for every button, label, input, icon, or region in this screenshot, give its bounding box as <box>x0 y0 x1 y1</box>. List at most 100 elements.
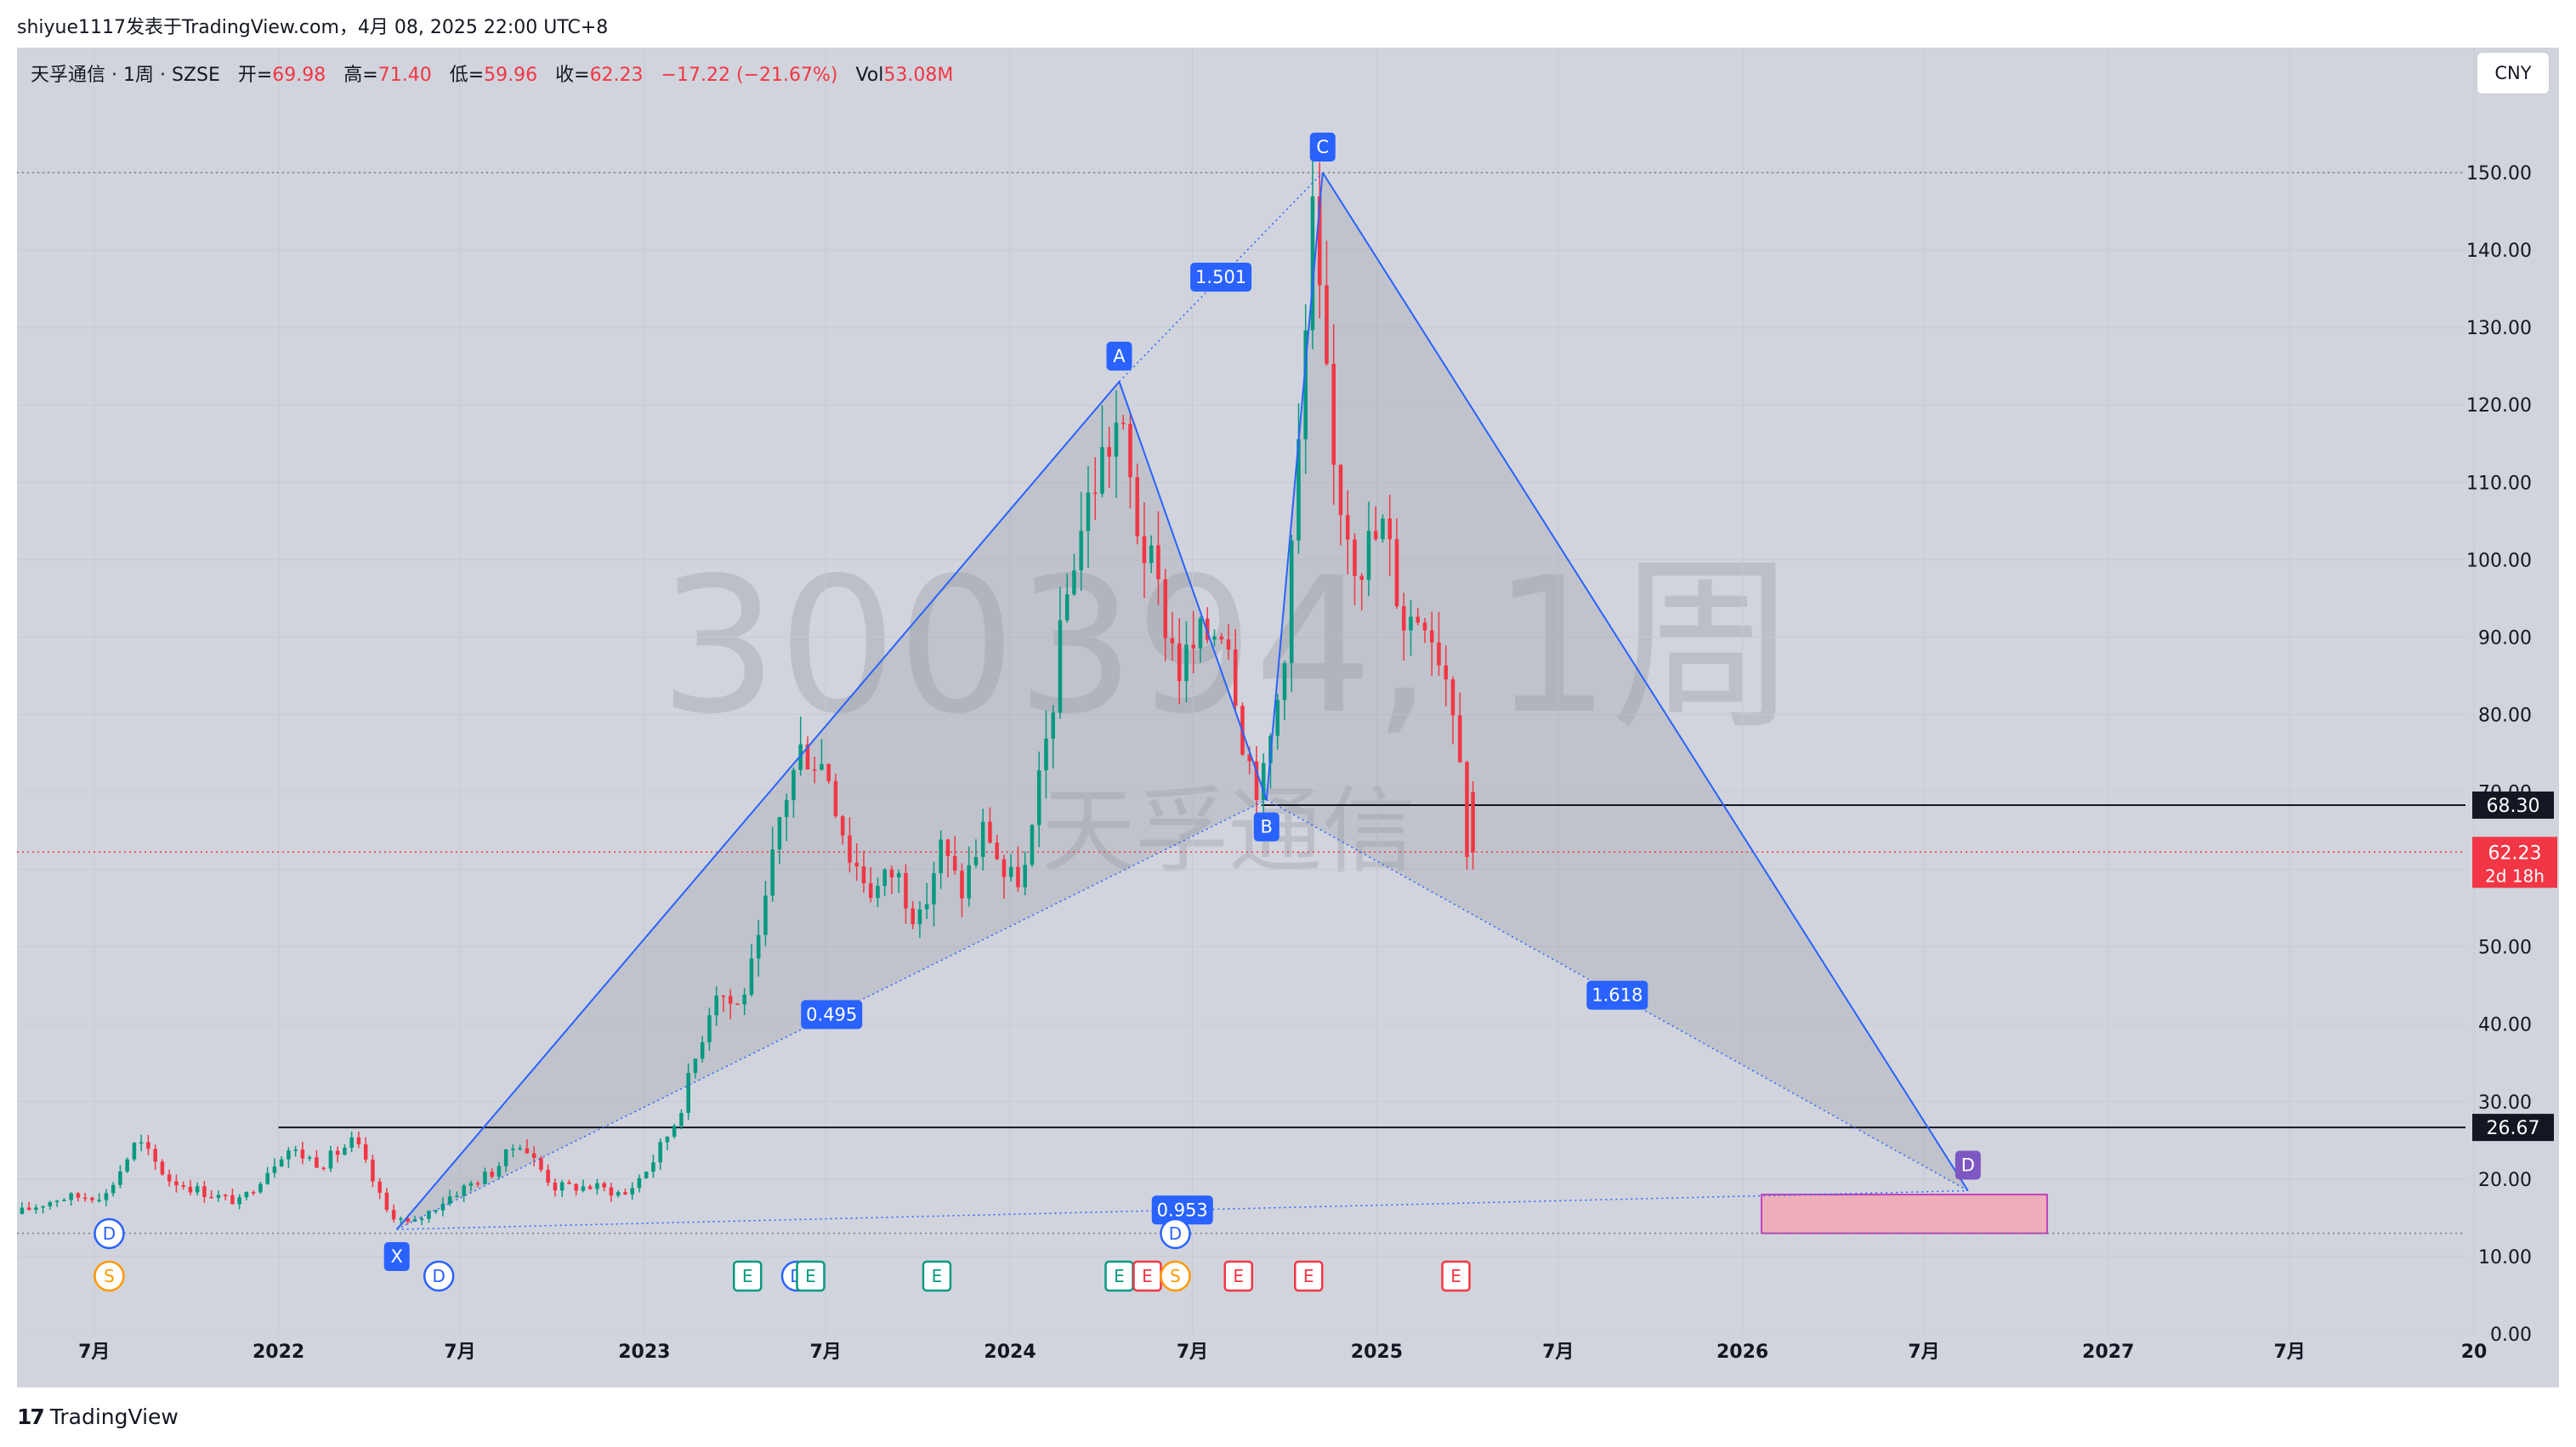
pattern-point-text: C <box>1316 137 1329 157</box>
candle-body <box>76 1193 81 1198</box>
candle-body <box>272 1166 277 1173</box>
candle-body <box>1121 423 1126 424</box>
last-price-value: 62.23 <box>2488 843 2542 864</box>
candle-body <box>798 744 803 770</box>
volume-value: 53.08M <box>883 65 954 86</box>
event-marker-shape <box>796 1260 826 1292</box>
pattern-point-A: A <box>1106 341 1132 371</box>
candle-body <box>455 1195 459 1197</box>
x-tick-label: 2023 <box>618 1342 670 1363</box>
candle-body <box>714 996 718 1016</box>
candle-body <box>468 1183 474 1186</box>
low-label: 低= <box>449 65 485 86</box>
candle-body <box>1044 738 1048 771</box>
candle-body <box>343 1147 347 1155</box>
candle-body <box>1247 754 1251 762</box>
x-tick-label: 7月 <box>1177 1342 1208 1363</box>
candle-body <box>1297 439 1301 541</box>
ratio-label-text: 0.953 <box>1157 1200 1208 1220</box>
candle-body <box>960 871 964 899</box>
candle-body <box>1142 536 1147 564</box>
candle-body <box>805 744 810 769</box>
candle-body <box>371 1160 375 1182</box>
last-price-tag <box>2472 837 2557 888</box>
candle-body <box>609 1187 614 1196</box>
candle-body <box>1409 616 1413 631</box>
y-tick-label: 50.00 <box>2478 938 2532 959</box>
candle-body <box>118 1171 122 1185</box>
candle-body <box>1008 866 1013 877</box>
candle-body <box>1457 715 1462 763</box>
event-marker-shape <box>1160 1260 1191 1292</box>
watermark-name: 天孚通信 <box>1041 777 1416 886</box>
candle-body <box>265 1172 270 1184</box>
candle-body-last <box>1471 792 1475 853</box>
candle-body <box>34 1207 38 1210</box>
candle-body <box>574 1183 578 1191</box>
candle-body <box>1092 492 1098 494</box>
candle-body <box>111 1184 116 1194</box>
candle-body <box>1465 762 1469 858</box>
change-value: −17.22 (−21.67%) <box>661 65 838 86</box>
harmonic-pattern: 0.495 1.501 1.618 0.953 X A B C D <box>383 133 1981 1272</box>
ratio-label-box <box>1151 1195 1213 1225</box>
x-tick-label: 2024 <box>984 1342 1036 1363</box>
event-marker-E: E <box>1104 1260 1134 1292</box>
event-marker-text: E <box>1303 1266 1314 1286</box>
y-tick-label: 40.00 <box>2478 1015 2532 1036</box>
candle-body <box>1219 636 1223 640</box>
candle-body <box>1226 639 1231 650</box>
pattern-point-text: D <box>1961 1155 1975 1176</box>
candle-body <box>1023 865 1027 888</box>
candle-body <box>1016 866 1020 888</box>
candle-body <box>749 958 754 995</box>
candle-body <box>475 1183 480 1185</box>
candle-body <box>644 1172 649 1178</box>
candle-body <box>525 1148 530 1154</box>
candle-body <box>384 1192 389 1211</box>
candle-body <box>756 934 761 959</box>
close-value: 62.23 <box>589 65 644 86</box>
pattern-point-box <box>1955 1150 1981 1180</box>
harmonic-pattern-fill <box>396 173 2048 1234</box>
candle-body <box>539 1157 543 1170</box>
candle-body <box>1072 570 1076 595</box>
ratio-label-text: 1.501 <box>1195 267 1246 287</box>
candle-body <box>1359 576 1364 581</box>
candle-body <box>125 1159 129 1172</box>
chart-area[interactable]: 300394, 1周 天孚通信 0.495 1.501 1.618 0.953 X A B C D… <box>17 48 2559 1387</box>
candle-body <box>1163 579 1167 638</box>
candle-body <box>686 1073 690 1114</box>
close-label: 收= <box>555 65 590 86</box>
candle-body <box>223 1194 228 1197</box>
y-tick-label: 120.00 <box>2466 395 2532 417</box>
currency-button[interactable]: CNY <box>2477 53 2549 94</box>
candle-body <box>672 1126 677 1137</box>
candle-body <box>1205 618 1210 640</box>
event-marker-S: S <box>1160 1260 1191 1292</box>
candle-body <box>1184 644 1189 682</box>
candle-body <box>321 1167 326 1170</box>
tradingview-logo[interactable]: 17 TradingView <box>17 1404 179 1429</box>
candle-body <box>427 1211 431 1219</box>
candle-body <box>251 1191 256 1194</box>
candle-body <box>1156 545 1160 580</box>
candle-body <box>82 1197 88 1200</box>
candle-body <box>399 1218 403 1220</box>
candle-body <box>1107 446 1111 457</box>
event-marker-text: D <box>432 1266 445 1286</box>
event-marker-E: E <box>1132 1260 1162 1292</box>
candle-body <box>419 1218 424 1221</box>
ratio-label: 1.618 <box>1586 980 1648 1010</box>
candle-body <box>763 895 768 935</box>
candle-body <box>1233 650 1238 706</box>
price-tag-box <box>2472 1114 2554 1142</box>
price-tag-box <box>2472 792 2554 820</box>
event-marker-text: D <box>103 1223 116 1244</box>
candle-body <box>623 1192 627 1194</box>
event-marker-shape <box>922 1260 952 1292</box>
candle-body <box>559 1182 565 1191</box>
candle-body <box>777 817 782 850</box>
candle-body <box>967 865 971 899</box>
